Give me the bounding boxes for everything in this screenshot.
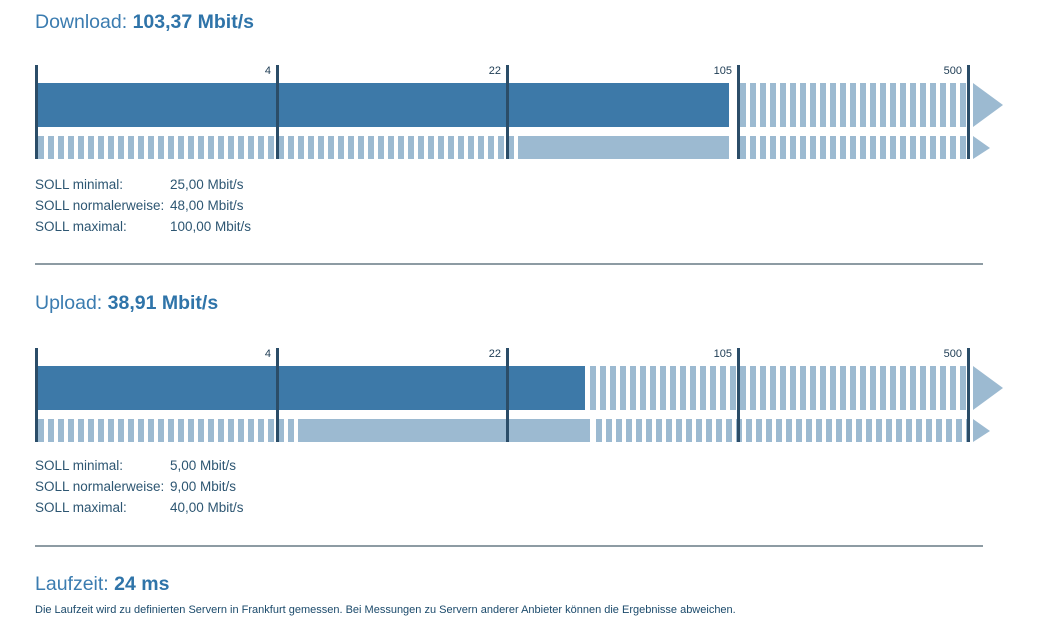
gauge-tick xyxy=(737,65,740,159)
download-title-label: Download: xyxy=(35,11,128,33)
laufzeit-title-label: Laufzeit: xyxy=(35,573,109,595)
soll-row-value: 5,00 Mbit/s xyxy=(170,458,237,473)
soll-row-value: 9,00 Mbit/s xyxy=(170,479,237,494)
scale-tick-label: 500 xyxy=(943,65,962,77)
soll-bar-striped-right xyxy=(740,136,967,159)
section-divider xyxy=(35,263,983,265)
measured-overflow-arrow-icon xyxy=(973,83,1003,127)
laufzeit-footnote: Die Laufzeit wird zu definierten Servern… xyxy=(35,604,736,616)
laufzeit-title: Laufzeit: 24 ms xyxy=(35,572,1037,596)
gauge-tick xyxy=(276,65,279,159)
soll-row-label: SOLL maximal: xyxy=(35,500,127,515)
soll-row: SOLL normalerweise: 9,00 Mbit/s xyxy=(35,476,1037,497)
laufzeit-title-value: 24 ms xyxy=(114,573,170,595)
soll-overflow-arrow-icon xyxy=(973,136,990,159)
gauge-tick xyxy=(967,348,970,442)
download-title-value: 103,37 Mbit/s xyxy=(132,11,254,33)
soll-row: SOLL maximal: 40,00 Mbit/s xyxy=(35,497,1037,518)
upload-title-label: Upload: xyxy=(35,292,103,314)
download-gauge: 4 22 105 500 xyxy=(35,65,1037,159)
gauge-tick xyxy=(506,65,509,159)
upload-gauge: 4 22 105 500 xyxy=(35,348,1037,442)
soll-row: SOLL normalerweise: 48,00 Mbit/s xyxy=(35,195,1037,216)
scale-tick-label: 4 xyxy=(264,65,271,77)
soll-bar-striped-left xyxy=(38,419,302,442)
measured-bar-striped xyxy=(590,366,967,410)
measured-bar-solid xyxy=(38,366,585,410)
soll-row-label: SOLL minimal: xyxy=(35,177,124,192)
soll-row-label: SOLL maximal: xyxy=(35,219,127,234)
soll-row-label: SOLL normalerweise: xyxy=(35,479,165,494)
measured-bar-striped xyxy=(740,83,967,127)
soll-bar-solid-range xyxy=(302,419,590,442)
scale-tick-label: 105 xyxy=(713,65,732,77)
measured-overflow-arrow-icon xyxy=(973,366,1003,410)
soll-row-label: SOLL normalerweise: xyxy=(35,198,165,213)
soll-row: SOLL minimal: 5,00 Mbit/s xyxy=(35,455,1037,476)
upload-soll-table: SOLL minimal: 5,00 Mbit/s SOLL normalerwe… xyxy=(35,455,1037,518)
scale-tick-label: 105 xyxy=(713,348,732,360)
section-divider xyxy=(35,545,983,547)
soll-row-value: 40,00 Mbit/s xyxy=(170,500,244,515)
gauge-tick xyxy=(276,348,279,442)
soll-row-value: 100,00 Mbit/s xyxy=(170,219,252,234)
download-soll-table: SOLL minimal: 25,00 Mbit/s SOLL normalerw… xyxy=(35,174,1037,237)
gauge-tick xyxy=(737,348,740,442)
scale-tick-label: 4 xyxy=(264,348,271,360)
soll-row: SOLL maximal: 100,00 Mbit/s xyxy=(35,216,1037,237)
soll-overflow-arrow-icon xyxy=(973,419,990,442)
soll-bar-solid-range xyxy=(518,136,729,159)
scale-tick-label: 22 xyxy=(488,348,501,360)
measured-bar-solid xyxy=(38,83,729,127)
soll-bar-striped-right xyxy=(596,419,967,442)
scale-tick-label: 500 xyxy=(943,348,962,360)
soll-row-value: 25,00 Mbit/s xyxy=(170,177,244,192)
download-title: Download: 103,37 Mbit/s xyxy=(35,10,1037,34)
upload-title-value: 38,91 Mbit/s xyxy=(107,292,219,314)
soll-row-value: 48,00 Mbit/s xyxy=(170,198,244,213)
gauge-tick xyxy=(35,348,38,442)
gauge-tick xyxy=(35,65,38,159)
gauge-tick xyxy=(506,348,509,442)
soll-row: SOLL minimal: 25,00 Mbit/s xyxy=(35,174,1037,195)
upload-title: Upload: 38,91 Mbit/s xyxy=(35,291,1037,315)
scale-tick-label: 22 xyxy=(488,65,501,77)
gauge-tick xyxy=(967,65,970,159)
soll-row-label: SOLL minimal: xyxy=(35,458,124,473)
